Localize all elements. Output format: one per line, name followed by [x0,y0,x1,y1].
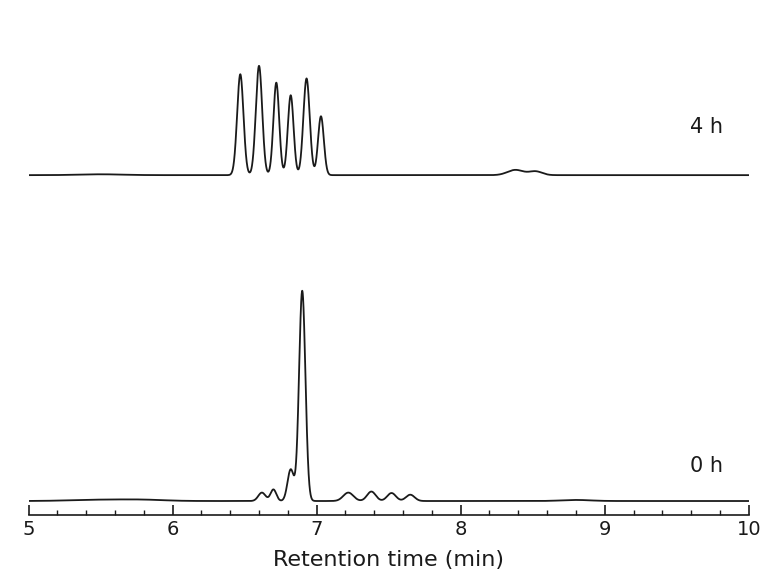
X-axis label: Retention time (min): Retention time (min) [273,550,504,569]
Text: 4 h: 4 h [690,117,723,137]
Text: 0 h: 0 h [690,456,723,476]
